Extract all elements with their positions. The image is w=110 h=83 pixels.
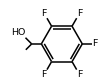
Text: F: F [77, 70, 82, 79]
Text: HO: HO [11, 28, 25, 37]
Text: F: F [77, 9, 82, 18]
Text: F: F [41, 70, 47, 79]
Text: F: F [92, 39, 97, 48]
Text: F: F [41, 9, 47, 18]
